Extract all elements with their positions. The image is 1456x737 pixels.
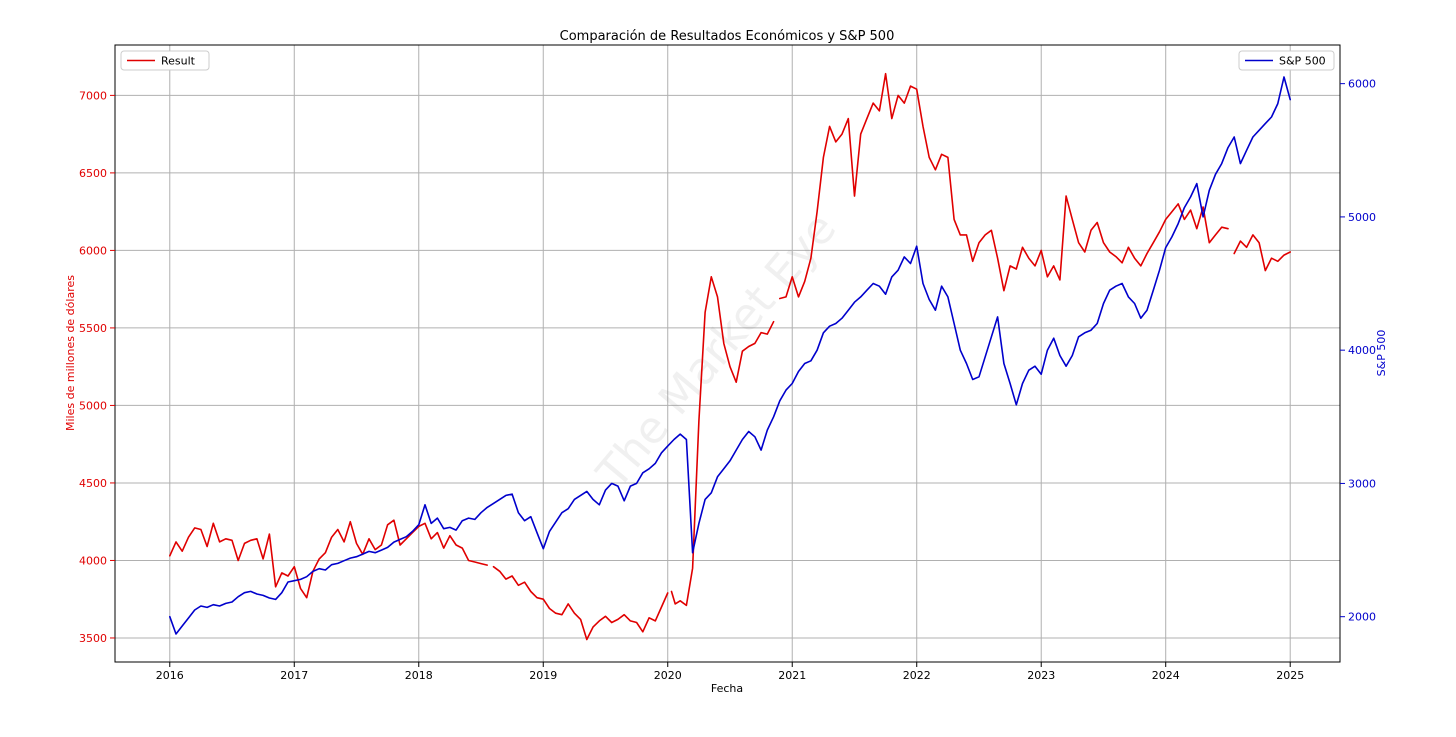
- y-tick-label-right: 3000: [1348, 477, 1376, 490]
- plot-frame: [114, 44, 1341, 663]
- series-line-result: [1233, 234, 1291, 272]
- x-tick-label: 2017: [280, 669, 308, 682]
- x-tick-label: 2025: [1276, 669, 1304, 682]
- x-tick-label: 2024: [1152, 669, 1180, 682]
- legend-box: [1238, 50, 1335, 71]
- x-tick-label: 2022: [903, 669, 931, 682]
- y-tick-label-left: 4500: [79, 477, 107, 490]
- x-tick-label: 2016: [156, 669, 184, 682]
- y-tick-label-left: 6000: [79, 244, 107, 257]
- y-tick-label-right: 6000: [1348, 78, 1376, 91]
- x-tick-label: 2020: [654, 669, 682, 682]
- x-axis-label: Fecha: [711, 682, 743, 695]
- x-tick-label: 2023: [1027, 669, 1055, 682]
- series-line-result: [492, 565, 669, 641]
- y-tick-label-right: 5000: [1348, 211, 1376, 224]
- y-tick-label-right: 4000: [1348, 344, 1376, 357]
- y-axis-label-left: Miles de millones de dólares: [64, 275, 77, 431]
- y-tick-label-left: 7000: [79, 89, 107, 102]
- legend-box: [120, 50, 210, 71]
- x-tick-label: 2018: [405, 669, 433, 682]
- series-line-s-p-500: [169, 76, 1291, 635]
- y-tick-label-right: 2000: [1348, 611, 1376, 624]
- y-tick-label-left: 5000: [79, 399, 107, 412]
- y-axis-label-right: S&P 500: [1375, 330, 1388, 377]
- x-tick-label: 2019: [529, 669, 557, 682]
- legend-label: S&P 500: [1279, 55, 1326, 68]
- y-tick-label-left: 4000: [79, 554, 107, 567]
- chart-title: Comparación de Resultados Económicos y S…: [560, 29, 895, 44]
- x-tick-label: 2021: [778, 669, 806, 682]
- legend-label: Result: [161, 55, 196, 68]
- y-tick-label-left: 6500: [79, 167, 107, 180]
- series-line-result: [169, 519, 489, 599]
- y-tick-label-left: 3500: [79, 632, 107, 645]
- y-tick-label-left: 5500: [79, 322, 107, 335]
- series-line-result: [670, 275, 775, 607]
- series-line-result: [778, 72, 1229, 300]
